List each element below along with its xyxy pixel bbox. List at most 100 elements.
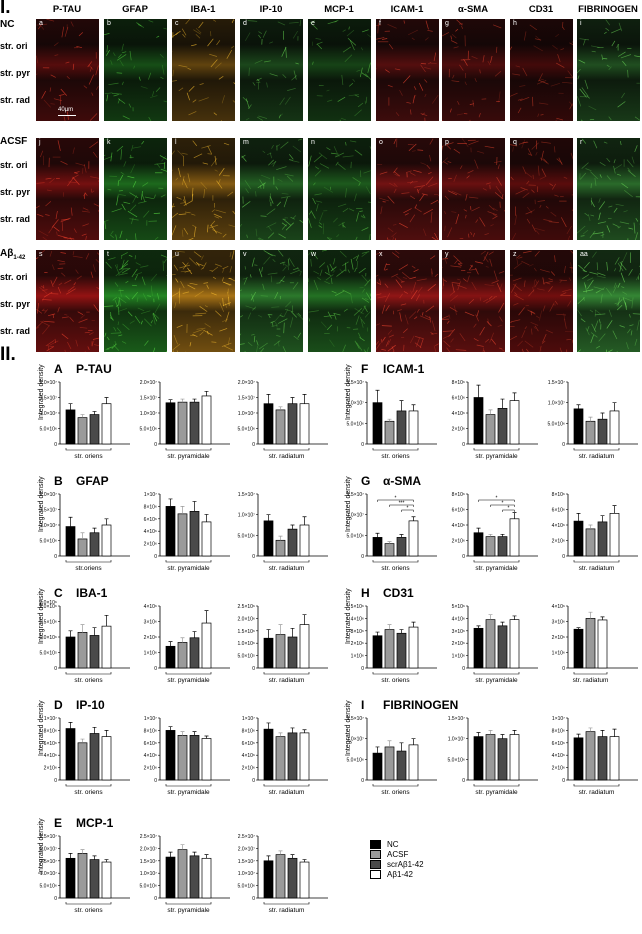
tile-letter: e bbox=[311, 20, 315, 27]
bar-chart: 0 5.0×10⁵ 1.0×10⁶ 1.5×10⁶ 2.0×10⁶ 2.5×10⁶ str.… bbox=[237, 604, 328, 684]
y-tick-label: 0 bbox=[252, 554, 255, 560]
significance-bracket bbox=[490, 504, 515, 507]
micrograph-image bbox=[510, 138, 573, 240]
bar bbox=[65, 728, 76, 781]
y-tick-label: 1.0×10⁷ bbox=[347, 513, 364, 519]
bar bbox=[101, 524, 112, 557]
x-axis-label: str. oriens bbox=[381, 789, 410, 796]
y-tick-label: 8×10⁶ bbox=[552, 492, 565, 498]
tile-letter: z bbox=[513, 251, 517, 258]
bar bbox=[497, 625, 508, 669]
error-bar bbox=[512, 512, 517, 519]
error-bar bbox=[266, 629, 271, 639]
tile-letter: p bbox=[445, 139, 449, 146]
legend-swatch bbox=[370, 870, 381, 879]
error-bar bbox=[168, 498, 173, 507]
y-tick-label: 5.0×10⁶ bbox=[238, 533, 256, 539]
y-tick-label: 1.5×10⁶ bbox=[238, 629, 256, 635]
bar bbox=[396, 632, 407, 669]
bar bbox=[299, 732, 310, 781]
bar-chart: 0 5.0×10⁶ 1.0×10⁷ 1.5×10⁷ 2.0×10⁷ str. oriens bbox=[40, 380, 130, 460]
group-bracket bbox=[263, 672, 310, 675]
bar bbox=[473, 627, 484, 669]
column-header: IP-10 bbox=[259, 4, 283, 15]
y-tick-label: 0 bbox=[54, 896, 57, 902]
y-tick-label: 6×10⁶ bbox=[242, 741, 255, 747]
micrograph-image bbox=[36, 250, 99, 352]
micrograph-image bbox=[104, 138, 167, 240]
error-bar bbox=[80, 849, 85, 854]
y-tick-label: 4×10⁶ bbox=[552, 523, 565, 529]
x-axis-label: str. oriens bbox=[74, 907, 103, 914]
y-tick-label: 1.5×10⁷ bbox=[40, 859, 57, 865]
error-bar bbox=[168, 641, 173, 647]
error-bar bbox=[68, 721, 73, 729]
x-axis-label: str. radiatum bbox=[269, 453, 305, 460]
bar-chart: 0 1×10⁶ 2×10⁶ 3×10⁶ 4×10⁶ 5×10⁶ str. oriens bbox=[351, 604, 437, 684]
error-bar bbox=[588, 416, 593, 422]
y-tick-label: 2.5×10⁷ bbox=[238, 834, 255, 840]
y-tick-label: 1.5×10⁷ bbox=[140, 396, 157, 402]
tile-letter: u bbox=[175, 251, 179, 258]
x-axis-label: str. pyramidale bbox=[167, 789, 210, 796]
y-tick-label: 0 bbox=[361, 442, 364, 448]
micrograph-tile: j bbox=[36, 138, 99, 240]
panel-letter: A bbox=[54, 362, 63, 376]
error-bar bbox=[411, 516, 416, 521]
column-header: ICAM-1 bbox=[390, 4, 424, 15]
y-tick-label: 1.5×10⁷ bbox=[448, 716, 465, 722]
group-bracket bbox=[263, 448, 310, 451]
error-bar bbox=[192, 501, 197, 512]
y-tick-label: 2.0×10⁷ bbox=[40, 380, 57, 386]
panel-title: CD31 bbox=[383, 586, 414, 600]
y-tick-label: 4×10⁶ bbox=[452, 411, 465, 417]
layer-label: str. rad bbox=[0, 326, 31, 336]
column-header: α-SMA bbox=[457, 4, 489, 15]
micrograph-image bbox=[376, 138, 439, 240]
error-bar bbox=[612, 505, 617, 514]
y-tick-label: 1.5×10⁷ bbox=[238, 859, 255, 865]
y-tick-label: 4×10⁶ bbox=[452, 616, 465, 622]
bar bbox=[573, 408, 584, 445]
micrograph-tile: q bbox=[510, 138, 573, 240]
y-tick-label: 0 bbox=[154, 666, 157, 672]
layer-label: str. ori bbox=[0, 272, 28, 282]
y-tick-label: 0 bbox=[361, 666, 364, 672]
legend-label: ACSF bbox=[387, 850, 409, 859]
y-tick-label: 2×10⁶ bbox=[552, 766, 565, 772]
y-tick-label: 1.0×10⁷ bbox=[448, 737, 465, 743]
y-tick-label: 5×10⁶ bbox=[452, 604, 465, 610]
bar-chart: 0 2×10⁶ 4×10⁶ 6×10⁶ 8×10⁶ 1×10⁷ str. oriens bbox=[44, 716, 130, 796]
panel-letter: D bbox=[54, 698, 63, 712]
panel-title: ICAM-1 bbox=[383, 362, 425, 376]
bar bbox=[65, 857, 76, 899]
micrograph-tile: i bbox=[577, 19, 640, 121]
y-tick-label: 0 bbox=[154, 554, 157, 560]
row-label-subscript: 1-42 bbox=[13, 255, 26, 261]
group-bracket bbox=[573, 560, 620, 563]
group-bracket bbox=[165, 448, 212, 451]
y-tick-label: 2×10⁶ bbox=[552, 635, 565, 641]
error-bar bbox=[500, 398, 505, 409]
y-tick-label: 1.0×10⁷ bbox=[238, 513, 255, 519]
group-bracket bbox=[573, 784, 620, 787]
error-bar bbox=[488, 614, 493, 620]
y-tick-label: 4×10⁶ bbox=[552, 753, 565, 759]
group-bracket bbox=[65, 448, 112, 451]
y-tick-label: 1.5×10⁷ bbox=[140, 859, 157, 865]
group-bracket bbox=[473, 560, 520, 563]
micrograph-tile: u bbox=[172, 250, 235, 352]
legend-swatch bbox=[370, 840, 381, 849]
error-bar bbox=[302, 614, 307, 625]
error-bar bbox=[168, 851, 173, 858]
x-axis-label: str. pyramidale bbox=[167, 677, 210, 684]
error-bar bbox=[266, 722, 271, 730]
bar bbox=[473, 397, 484, 445]
error-bar bbox=[278, 535, 283, 541]
y-tick-label: 4×10⁶ bbox=[144, 753, 157, 759]
y-tick-label: 2.0×10⁶ bbox=[238, 616, 256, 622]
legend-item: ACSF bbox=[370, 850, 408, 859]
error-bar bbox=[576, 627, 581, 630]
error-bar bbox=[204, 390, 209, 396]
tile-letter: t bbox=[107, 251, 109, 258]
